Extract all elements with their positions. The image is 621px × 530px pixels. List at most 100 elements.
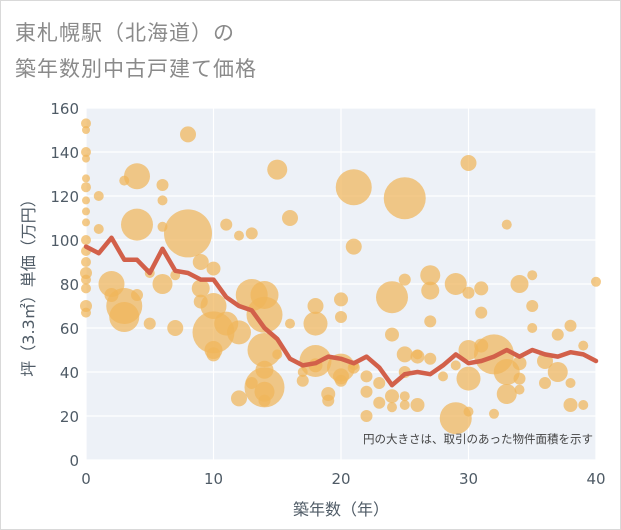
bubble-point: [424, 315, 437, 328]
bubble-point: [398, 273, 411, 286]
bubble-point: [420, 265, 441, 286]
bubble-point: [526, 300, 539, 312]
bubble-point: [156, 179, 169, 191]
bubble-point: [81, 307, 91, 318]
x-tick-label: 10: [204, 470, 223, 488]
bubble-point: [462, 286, 475, 299]
bubble-point: [285, 318, 295, 329]
bubble-point: [458, 340, 479, 360]
bubble-point: [81, 118, 91, 129]
bubble-point: [410, 398, 425, 412]
bubble-point: [167, 320, 184, 336]
bubble-point: [307, 298, 324, 314]
bubble-point: [258, 394, 271, 407]
bubble-point: [496, 384, 517, 404]
bubble-point: [192, 254, 209, 270]
bubble-point: [591, 276, 601, 287]
bubble-point: [360, 410, 373, 422]
y-tick-label: 80: [60, 276, 79, 294]
bubble-point: [489, 408, 499, 419]
bubble-point: [335, 374, 347, 387]
bubble-point: [527, 270, 538, 281]
bubble-point: [387, 402, 397, 413]
bubble-point: [444, 273, 467, 295]
bubble-point: [93, 224, 104, 234]
bubble-point: [82, 174, 90, 183]
bubble-point: [385, 327, 399, 342]
bubble-point: [474, 281, 489, 296]
bubble-point: [373, 377, 386, 389]
bubble-point: [578, 400, 589, 410]
bubble-point: [373, 396, 386, 409]
x-tick-label: 30: [459, 470, 478, 488]
y-tick-label: 20: [60, 408, 79, 426]
bubble-point: [347, 361, 360, 374]
bubble-point: [410, 349, 425, 364]
bubble-point: [220, 218, 233, 231]
bubble-point: [385, 389, 399, 404]
bubble-point: [563, 398, 578, 412]
y-tick-label: 0: [69, 452, 79, 470]
bubble-point: [383, 177, 426, 220]
y-axis-title: 坪（3.3㎡）単価（万円）: [19, 191, 38, 376]
bubble-point: [322, 394, 335, 407]
bubble-point: [93, 191, 104, 201]
trend-line: [83, 235, 599, 388]
bubble-point: [81, 147, 91, 157]
bubble-point: [450, 360, 461, 371]
bubble-point: [424, 352, 437, 365]
bubble-point: [82, 218, 90, 227]
bubble-point: [81, 235, 91, 245]
y-tick-label: 120: [50, 188, 79, 206]
bubble-point: [564, 319, 577, 332]
bubble-point: [81, 257, 91, 267]
bubble-point: [335, 311, 347, 323]
bubble-point: [152, 274, 173, 294]
bubble-point: [396, 346, 413, 363]
bubble-point: [501, 219, 512, 230]
bubble-point: [231, 390, 247, 407]
bubble-point: [272, 349, 283, 360]
bubble-point: [206, 261, 221, 276]
chart-title-line-2: 築年数別中古戸建て価格: [15, 57, 257, 81]
bubble-point: [360, 370, 373, 383]
bubble-point: [234, 230, 244, 241]
bubble-point: [512, 356, 527, 371]
bubble-point: [335, 169, 372, 206]
chart-title: 東札幌駅（北海道）の 築年数別中古戸建て価格: [15, 15, 257, 87]
bubble-point: [81, 182, 91, 193]
bubble-point: [399, 391, 410, 402]
bubble-point: [514, 384, 525, 395]
bubble-point: [131, 289, 143, 301]
bubble-point: [247, 333, 282, 367]
bubble-point: [124, 163, 150, 190]
bubble-point: [510, 275, 529, 293]
bubble-point: [81, 274, 91, 285]
bubble-point: [456, 366, 481, 391]
bubble-point: [191, 279, 210, 298]
bubble-point: [438, 371, 448, 382]
bubble-point: [81, 283, 91, 294]
bubble-point: [227, 320, 251, 345]
y-tick-label: 160: [50, 100, 79, 118]
y-tick-label: 100: [50, 232, 79, 250]
bubble-point: [180, 126, 196, 143]
bubble-point: [547, 362, 568, 382]
bubble-point: [109, 302, 140, 332]
bubble-point: [296, 374, 309, 387]
bubble-point: [206, 347, 221, 362]
bubble-size-note: 円の大きさは、取引のあった物件面積を示す: [363, 432, 593, 446]
bubble-point: [121, 208, 153, 241]
x-tick-label: 20: [331, 470, 350, 488]
x-axis-title: 築年数（年）: [293, 500, 389, 519]
y-tick-label: 60: [60, 320, 79, 338]
x-tick-label: 0: [81, 470, 91, 488]
bubble-point: [334, 292, 348, 307]
bubble-point: [513, 372, 526, 385]
bubble-point: [282, 210, 298, 226]
x-tick-label: 40: [586, 470, 605, 488]
bubble-point: [82, 207, 90, 216]
bubble-point: [164, 209, 212, 258]
bubble-point: [460, 155, 477, 171]
